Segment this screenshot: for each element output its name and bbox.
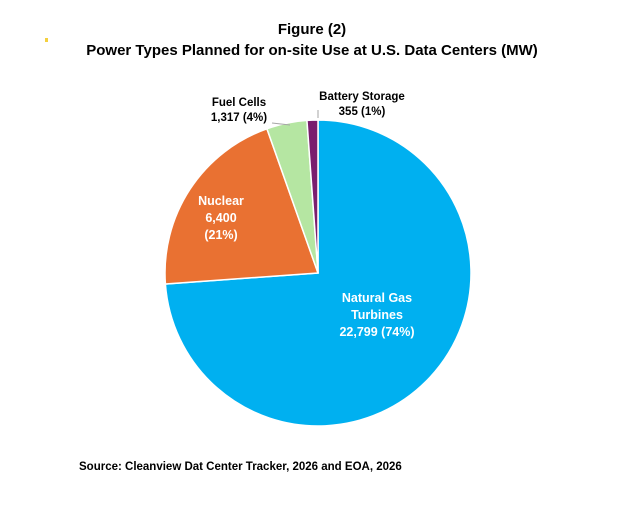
data-label-natural-gas-turbines: Natural Gas Turbines 22,799 (74%) (339, 291, 414, 339)
data-label-line: 6,400 (205, 211, 236, 225)
data-label-line: Turbines (351, 308, 403, 322)
data-label-line: Fuel Cells (212, 97, 266, 109)
data-label-fuel-cells: Fuel Cells 1,317 (4%) (211, 97, 267, 124)
data-label-line: 22,799 (74%) (339, 325, 414, 339)
data-label-nuclear: Nuclear 6,400 (21%) (198, 194, 244, 242)
data-label-line: 355 (1%) (339, 106, 386, 118)
data-label-line: (21%) (204, 228, 237, 242)
data-label-line: Battery Storage (319, 91, 405, 103)
leader-line-fuel-cells (271, 122, 291, 126)
pie-slice-nuclear (164, 127, 320, 285)
chart-title: Figure (2) Power Types Planned for on-si… (0, 20, 624, 60)
data-label-line: 1,317 (4%) (211, 112, 267, 124)
source-note: Source: Cleanview Dat Center Tracker, 20… (79, 461, 402, 473)
data-label-line: Nuclear (198, 194, 244, 208)
data-label-battery-storage: Battery Storage 355 (1%) (319, 91, 405, 118)
figure-number: Figure (2) (277, 21, 347, 38)
chart-title-text: Power Types Planned for on-site Use at U… (86, 42, 538, 59)
decorative-dot (45, 38, 48, 42)
pie-slice-battery-storage (306, 119, 319, 274)
data-label-line: Natural Gas (342, 291, 412, 305)
